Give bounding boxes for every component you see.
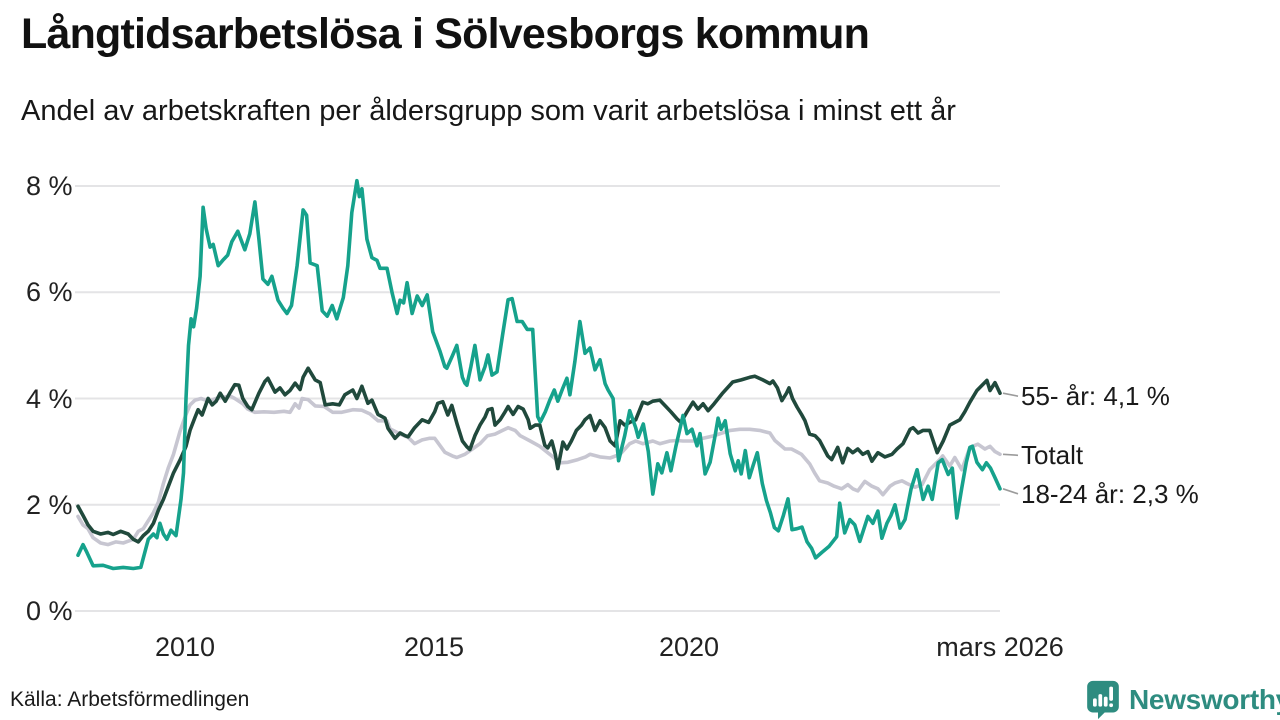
y-axis-tick-label: 4 % [26, 384, 73, 414]
bar-chart-speech-bubble-icon [1084, 680, 1122, 720]
brand-name: Newsworthy [1129, 684, 1280, 715]
source-credit: Källa: Arbetsförmedlingen [10, 688, 250, 711]
series-line-18-24 år [76, 178, 1002, 571]
y-axis-tick-label: 8 % [26, 171, 73, 201]
chart-subtitle: Andel av arbetskraften per åldersgrupp s… [21, 95, 956, 127]
x-axis-tick-label: mars 2026 [936, 632, 1064, 662]
series-end-label-55: 55- år: 4,1 % [1021, 381, 1170, 411]
label-leader-line [1002, 392, 1019, 397]
y-axis-tick-label: 2 % [26, 490, 73, 520]
label-leader-line [1002, 453, 1019, 457]
x-axis-tick-label: 2015 [403, 632, 465, 662]
newsworthy-brand: Newsworthy [1084, 680, 1280, 720]
series-end-label-totalt: Totalt [1021, 440, 1084, 470]
y-axis-tick-label: 0 % [26, 596, 73, 626]
series-end-label-18-24: 18-24 år: 2,3 % [1021, 479, 1199, 509]
series-line-55- år [76, 366, 1002, 544]
x-axis-tick-label: 2010 [154, 632, 216, 662]
label-leader-line [1002, 488, 1019, 495]
x-axis-tick-label: 2020 [658, 632, 720, 662]
page-title: Långtidsarbetslösa i Sölvesborgs kommun [21, 10, 870, 58]
y-axis-tick-label: 6 % [26, 277, 73, 307]
